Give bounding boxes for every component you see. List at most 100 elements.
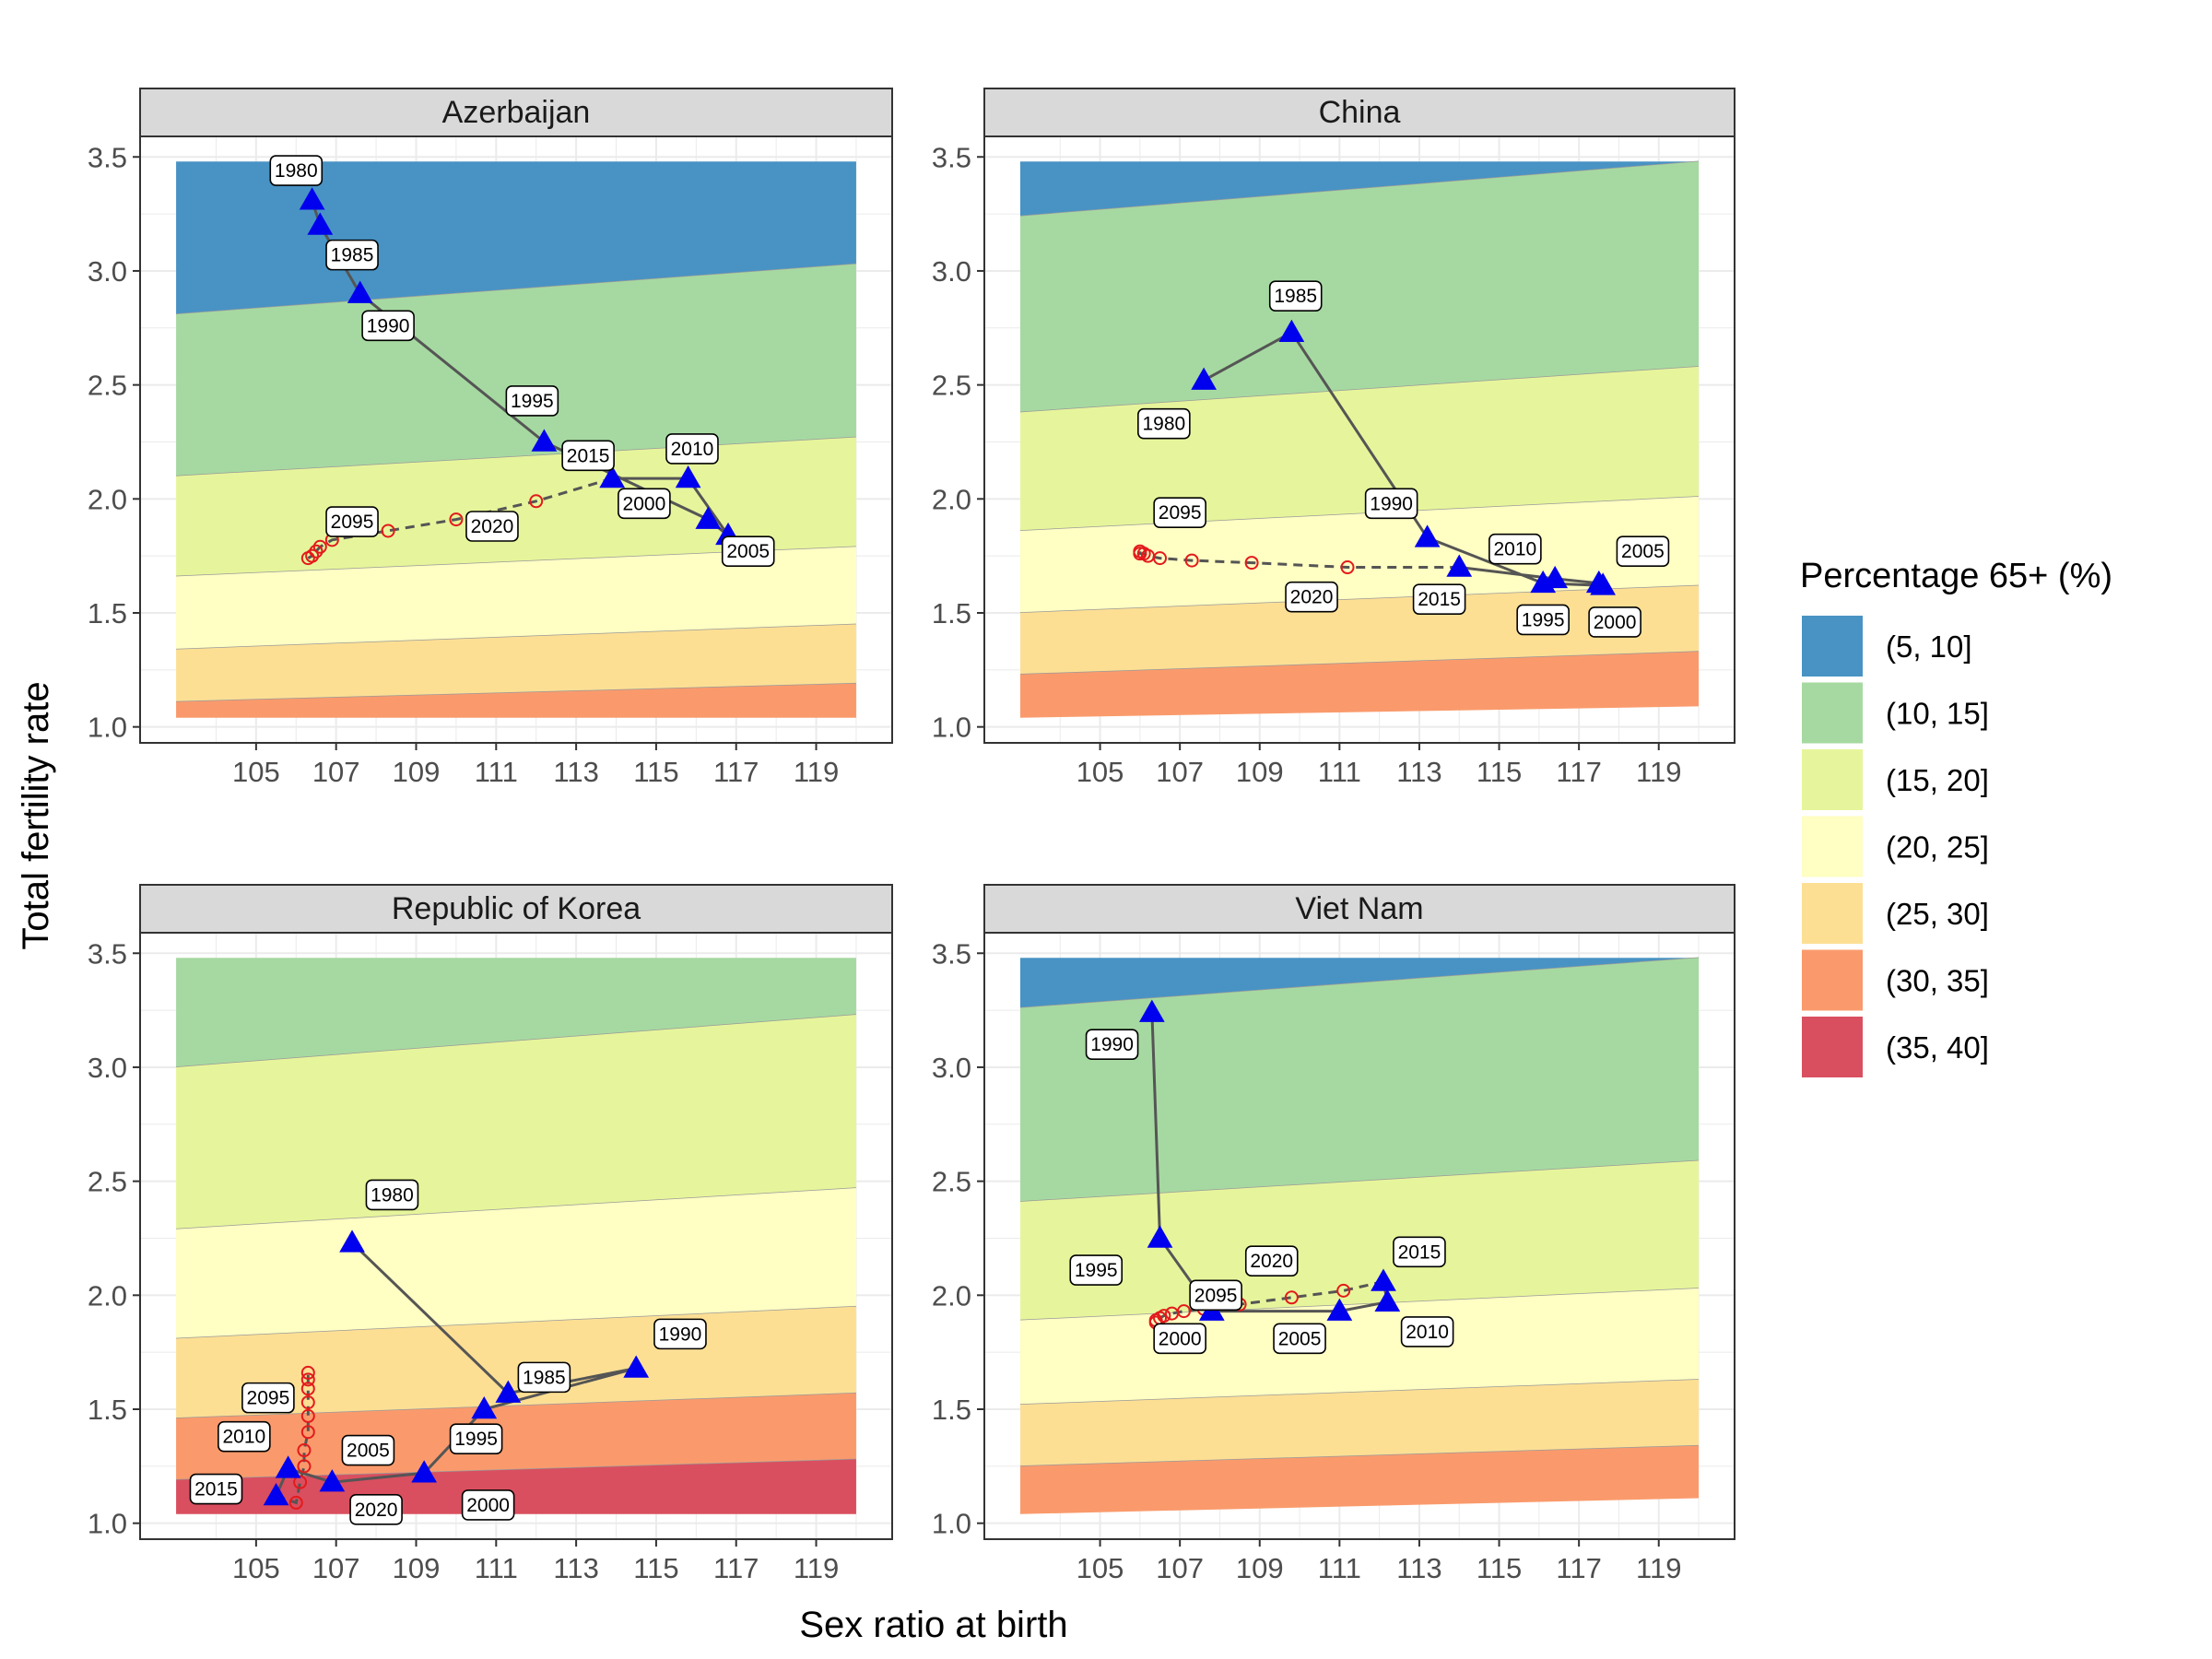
year-label-box — [1285, 581, 1338, 613]
legend-item: (15, 20] — [1802, 749, 1989, 810]
x-tick-label: 115 — [633, 756, 678, 788]
contour-band — [176, 624, 856, 702]
projected-points — [288, 1365, 315, 1510]
year-label: 2000 — [1588, 606, 1641, 638]
y-tick-label: 2.5 — [932, 370, 971, 402]
year-label-box — [1085, 1029, 1139, 1061]
observed-point — [1147, 1225, 1173, 1248]
y-tick-label: 3.0 — [932, 255, 971, 288]
legend-item: (25, 30] — [1802, 883, 1989, 944]
year-label: 2095 — [325, 506, 379, 537]
year-labels: 1980 1985 1990 1995 2000 2005 2010 2015 2020 2095 — [1137, 280, 1670, 638]
year-label-text: 2005 — [1278, 1328, 1322, 1349]
x-tick-label: 107 — [312, 756, 360, 788]
x-tick-label: 111 — [1318, 756, 1361, 788]
axes: 1.0 1.5 2.0 2.5 3.0 3.5 105 107 109 111 113 115 117 1… — [932, 937, 1682, 1584]
year-label: 2020 — [1285, 581, 1338, 613]
contour-band — [176, 1015, 856, 1230]
projected-point — [288, 1495, 303, 1510]
projected-point — [300, 1425, 315, 1440]
year-label: 2015 — [1393, 1236, 1446, 1268]
y-tick-label: 3.5 — [932, 141, 971, 173]
x-tick-label: 117 — [713, 756, 759, 788]
year-label: 1990 — [361, 310, 415, 342]
contour-band — [176, 547, 856, 650]
year-label-text: 2020 — [1290, 587, 1334, 608]
year-label-box — [1189, 1279, 1242, 1312]
x-tick-label: 105 — [1077, 756, 1124, 788]
projected-point — [449, 512, 464, 527]
x-tick-label: 109 — [1236, 756, 1284, 788]
observed-point — [531, 429, 558, 452]
x-tick-label: 119 — [794, 756, 839, 788]
projected-points — [300, 494, 544, 566]
panel-strip — [139, 884, 893, 934]
year-label-box — [561, 440, 615, 472]
y-tick-label: 2.0 — [932, 483, 971, 515]
x-tick-label: 113 — [553, 1552, 598, 1584]
contour-bands — [1019, 957, 1700, 1514]
x-tick-label: 115 — [1477, 756, 1522, 788]
year-labels: 1980 1985 1990 1995 2000 2005 2010 2015 2020 2095 — [189, 1179, 707, 1525]
panel: Viet Nam 1.0 1.5 2.0 2.5 3.0 3.5 105 107 109 111 11… — [932, 884, 1735, 1584]
year-label-box — [721, 535, 775, 568]
panel-title: Republic of Korea — [392, 891, 641, 926]
legend-swatch — [1802, 749, 1863, 810]
year-label-text: 2095 — [1194, 1285, 1238, 1306]
year-label-text: 1995 — [1522, 609, 1565, 630]
projected-point — [300, 1365, 315, 1380]
projected-point — [1340, 560, 1355, 575]
legend-label: (35, 40] — [1886, 1030, 1989, 1065]
panel-title: Viet Nam — [1295, 891, 1423, 926]
year-label-text: 1985 — [523, 1367, 566, 1388]
legend-item: (10, 15] — [1802, 682, 1989, 744]
x-tick-label: 115 — [1477, 1552, 1522, 1584]
year-label-box — [325, 239, 379, 271]
legend-label: (5, 10] — [1886, 629, 1972, 664]
year-label-box — [1412, 583, 1466, 615]
year-label-box — [465, 511, 519, 542]
observed-point — [319, 1469, 346, 1492]
x-tick-label: 111 — [475, 1552, 518, 1584]
x-tick-label: 117 — [1556, 756, 1601, 788]
projected-path — [1138, 551, 1460, 569]
year-label: 2015 — [561, 440, 615, 472]
y-tick-label: 2.5 — [88, 1166, 127, 1198]
legend-title: Percentage 65+ (%) — [1800, 557, 2112, 595]
legend-item: (20, 25] — [1802, 816, 1989, 877]
projected-point — [293, 1475, 308, 1489]
projected-point — [381, 524, 395, 538]
legend-swatch — [1802, 1017, 1863, 1077]
observed-point — [347, 280, 373, 303]
panel-title: Azerbaijan — [442, 95, 591, 130]
year-label-box — [1488, 533, 1542, 565]
contour-band — [1019, 958, 1700, 1202]
year-label: 2015 — [1412, 583, 1466, 615]
x-tick-label: 109 — [393, 1552, 441, 1584]
observed-point — [1446, 554, 1473, 577]
year-label: 1990 — [1364, 488, 1418, 520]
year-label-text: 2005 — [1621, 541, 1665, 562]
observed-points — [1191, 319, 1616, 595]
panel: Republic of Korea 1.0 1.5 2.0 2.5 3.0 3.5 105 10… — [88, 884, 893, 1584]
projected-points — [1133, 544, 1355, 575]
projected-point — [297, 1443, 312, 1458]
year-label-box — [1364, 488, 1418, 520]
projected-point — [1336, 1283, 1351, 1298]
legend-label: (10, 15] — [1886, 697, 1989, 731]
year-label-box — [361, 310, 415, 342]
year-label: 1985 — [325, 239, 379, 271]
year-label-text: 2095 — [247, 1388, 290, 1409]
x-tick-label: 119 — [794, 1552, 839, 1584]
year-label-box — [517, 1361, 571, 1394]
axes: 1.0 1.5 2.0 2.5 3.0 3.5 105 107 109 111 113 115 117 1… — [932, 141, 1682, 788]
legend: Percentage 65+ (%) (5, 10] (10, 15] (15, 2… — [1800, 557, 2112, 1077]
projected-point — [1284, 1290, 1299, 1305]
observed-point — [623, 1355, 650, 1378]
year-label: 2020 — [1244, 1245, 1299, 1277]
observed-point — [299, 187, 325, 210]
x-tick-label: 107 — [1156, 756, 1204, 788]
contour-band — [176, 683, 856, 718]
year-label-box — [461, 1489, 515, 1521]
contour-band — [1019, 652, 1700, 718]
